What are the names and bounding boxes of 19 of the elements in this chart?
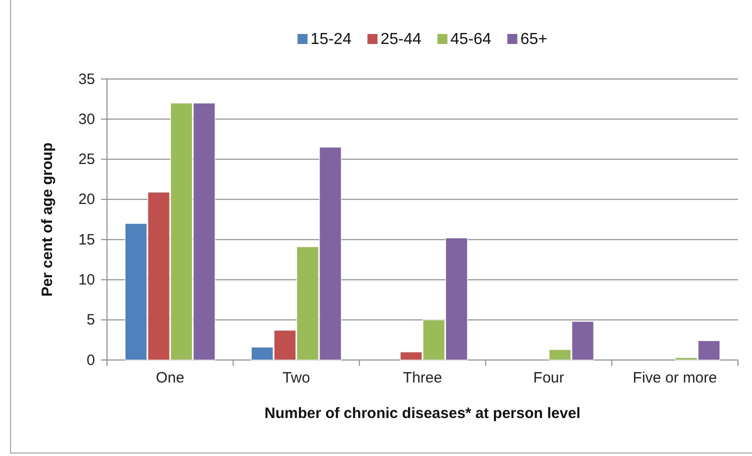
y-tick-label: 15 <box>78 231 95 248</box>
x-axis-title: Number of chronic diseases* at person level <box>264 405 580 422</box>
y-tick-label: 5 <box>86 312 95 329</box>
y-tick-label: 30 <box>78 110 95 128</box>
x-tick-label: Three <box>402 370 442 387</box>
y-axis-title: Per cent of age group <box>39 142 56 297</box>
legend-label: 65+ <box>520 31 548 48</box>
legend-label: 15-24 <box>310 31 352 48</box>
y-tick-label: 35 <box>78 70 95 88</box>
x-tick-label: Four <box>533 370 564 387</box>
y-tick-label: 20 <box>78 191 95 208</box>
y-tick-label: 25 <box>78 151 95 168</box>
x-tick-label: Five or more <box>632 370 717 387</box>
legend-label: 45-64 <box>450 31 492 48</box>
x-tick-label: Two <box>282 370 310 387</box>
legend-label: 25-44 <box>380 31 422 48</box>
y-tick-label: 0 <box>86 352 95 369</box>
y-tick-label: 10 <box>78 272 95 289</box>
x-tick-label: One <box>156 370 184 387</box>
